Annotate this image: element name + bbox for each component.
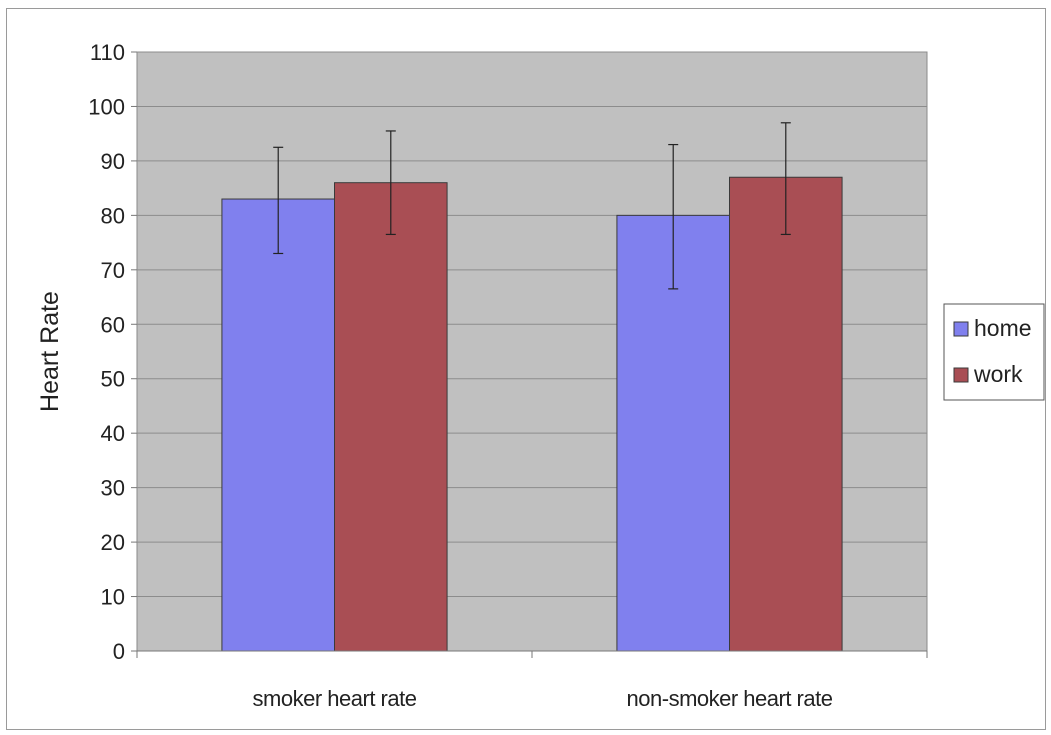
error-bar-home-1 bbox=[668, 143, 679, 290]
legend-label-home: home bbox=[974, 315, 1032, 341]
error-bar-work-1 bbox=[780, 122, 791, 236]
y-tick-label-40: 40 bbox=[101, 421, 125, 446]
legend-swatch-home bbox=[953, 321, 969, 337]
y-tick-label-0: 0 bbox=[113, 639, 125, 664]
y-tick-label-30: 30 bbox=[101, 476, 125, 501]
x-axis: smoker heart rate non-smoker heart rate bbox=[136, 650, 928, 711]
y-tick-label-60: 60 bbox=[101, 312, 125, 337]
error-bars bbox=[273, 122, 791, 290]
y-tick-label-70: 70 bbox=[101, 258, 125, 283]
bar-work-1 bbox=[729, 176, 843, 652]
legend-box bbox=[943, 303, 1045, 401]
legend-swatch-work bbox=[953, 367, 969, 383]
error-bar-work-0 bbox=[385, 130, 396, 236]
y-tick-label-90: 90 bbox=[101, 149, 125, 174]
y-tick-label-20: 20 bbox=[101, 530, 125, 555]
x-category-label-0: smoker heart rate bbox=[253, 686, 417, 711]
y-axis-ticks: 0 10 20 30 40 50 60 70 80 90 100 110 bbox=[88, 40, 137, 664]
bar-home-0 bbox=[221, 198, 335, 652]
y-tick-label-100: 100 bbox=[88, 94, 125, 119]
bars bbox=[221, 176, 843, 652]
y-tick-label-50: 50 bbox=[101, 367, 125, 392]
y-tick-label-80: 80 bbox=[101, 203, 125, 228]
x-category-label-1: non-smoker heart rate bbox=[627, 686, 833, 711]
bar-work-0 bbox=[334, 182, 448, 652]
legend: home work bbox=[943, 303, 1045, 401]
y-tick-label-110: 110 bbox=[90, 40, 125, 65]
legend-label-work: work bbox=[973, 361, 1023, 387]
error-bar-home-0 bbox=[273, 146, 284, 255]
y-tick-label-10: 10 bbox=[101, 585, 125, 610]
y-axis-title: Heart Rate bbox=[36, 291, 64, 412]
